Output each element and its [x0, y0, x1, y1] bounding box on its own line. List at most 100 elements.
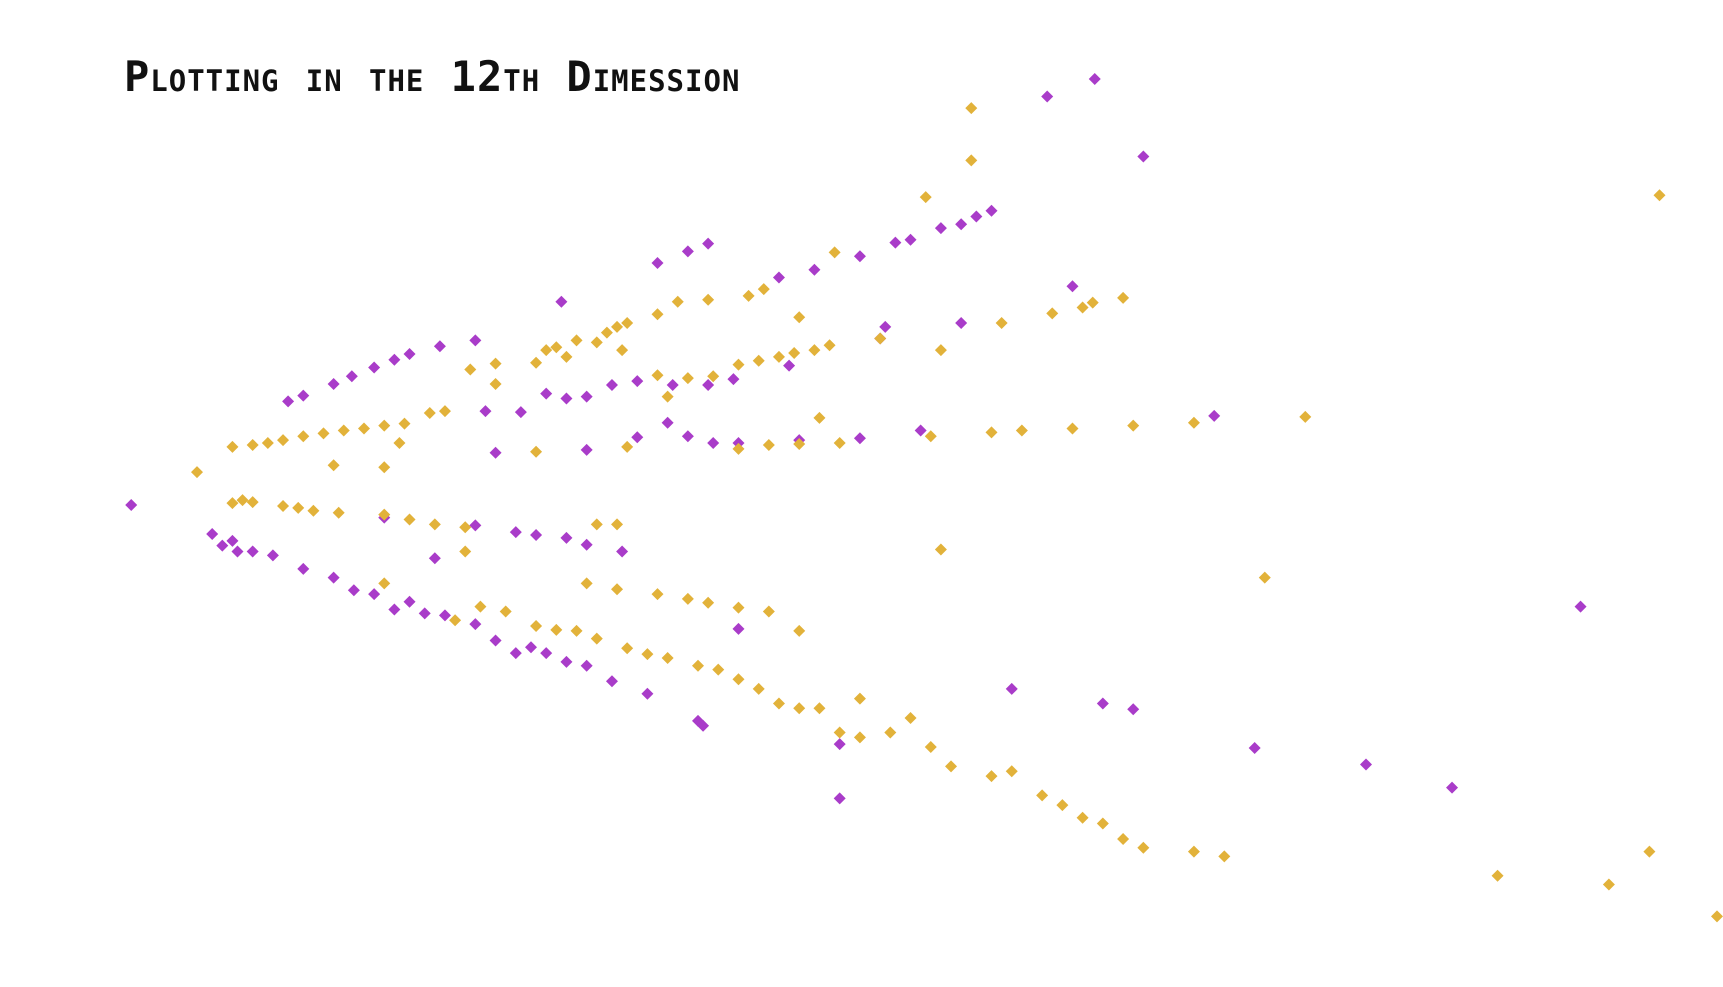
data-point	[226, 497, 239, 510]
data-point	[530, 445, 543, 458]
data-point	[580, 538, 593, 551]
data-point	[788, 347, 801, 360]
data-point	[934, 543, 947, 556]
data-point	[1117, 291, 1130, 304]
data-point	[378, 461, 391, 474]
data-point	[297, 562, 310, 575]
data-point	[297, 430, 310, 443]
data-point	[772, 350, 785, 363]
data-point	[793, 438, 806, 451]
data-point	[1066, 422, 1079, 435]
data-point	[1248, 741, 1261, 754]
data-point	[1187, 845, 1200, 858]
data-point	[702, 293, 715, 306]
data-point	[757, 283, 770, 296]
data-point	[793, 702, 806, 715]
data-point	[605, 675, 618, 688]
data-point	[246, 438, 259, 451]
data-point	[398, 417, 411, 430]
data-point	[1137, 841, 1150, 854]
data-point	[853, 250, 866, 263]
data-point	[327, 571, 340, 584]
data-point	[525, 641, 537, 654]
series-1	[125, 73, 1587, 805]
data-point	[621, 317, 634, 329]
data-point	[616, 344, 629, 357]
data-point	[808, 344, 821, 357]
data-point	[853, 692, 866, 705]
data-point	[904, 711, 917, 724]
data-point	[833, 726, 846, 739]
data-point	[611, 320, 624, 333]
data-point	[772, 697, 785, 710]
data-point	[368, 361, 381, 374]
data-point	[1056, 799, 1069, 812]
data-point	[469, 334, 482, 347]
data-point	[393, 437, 406, 450]
data-point	[403, 347, 416, 360]
data-point	[337, 424, 350, 437]
data-point	[560, 350, 573, 363]
data-point	[924, 430, 937, 443]
data-point	[580, 577, 593, 590]
data-point	[530, 529, 543, 542]
data-point	[345, 370, 358, 383]
data-point	[1066, 280, 1079, 293]
data-point	[934, 344, 947, 357]
data-point	[651, 369, 664, 382]
data-point	[418, 607, 431, 620]
data-point	[1711, 910, 1723, 923]
data-point	[277, 499, 290, 512]
data-point	[934, 222, 947, 235]
data-point	[762, 605, 775, 618]
data-point	[231, 545, 244, 558]
data-point	[702, 378, 715, 391]
data-point	[590, 518, 603, 531]
data-point	[261, 437, 274, 450]
data-point	[853, 731, 866, 744]
chart-title: Plotting in the 12th Dimession	[124, 52, 741, 101]
data-point	[965, 154, 978, 167]
data-point	[651, 256, 664, 269]
data-point	[469, 519, 482, 532]
data-point	[428, 518, 441, 531]
data-point	[1036, 789, 1049, 802]
data-point	[853, 432, 866, 445]
data-point	[489, 357, 502, 370]
data-point	[681, 245, 694, 258]
data-point	[793, 624, 806, 637]
data-point	[433, 340, 446, 353]
data-point	[783, 359, 796, 372]
data-point	[317, 427, 330, 440]
data-point	[378, 577, 391, 590]
data-point	[474, 600, 487, 613]
data-point	[307, 504, 320, 517]
data-point	[540, 344, 553, 357]
data-point	[560, 655, 573, 668]
data-point	[681, 372, 694, 385]
data-point	[332, 506, 345, 519]
data-point	[661, 651, 674, 664]
data-point	[388, 353, 401, 366]
data-point	[1360, 758, 1372, 771]
data-point	[833, 738, 846, 751]
data-point	[216, 539, 229, 552]
data-point	[428, 552, 441, 565]
data-point	[489, 634, 502, 647]
data-point	[530, 620, 543, 633]
data-point	[945, 760, 958, 773]
data-point	[641, 687, 654, 700]
data-point	[697, 719, 710, 732]
data-point	[955, 218, 968, 231]
data-point	[403, 513, 416, 526]
data-point	[449, 614, 462, 627]
data-point	[1096, 817, 1109, 830]
data-point	[1446, 781, 1459, 794]
data-point	[236, 494, 249, 507]
data-point	[438, 609, 451, 622]
data-point	[1218, 850, 1231, 863]
data-point	[378, 508, 391, 521]
data-point	[793, 311, 806, 324]
